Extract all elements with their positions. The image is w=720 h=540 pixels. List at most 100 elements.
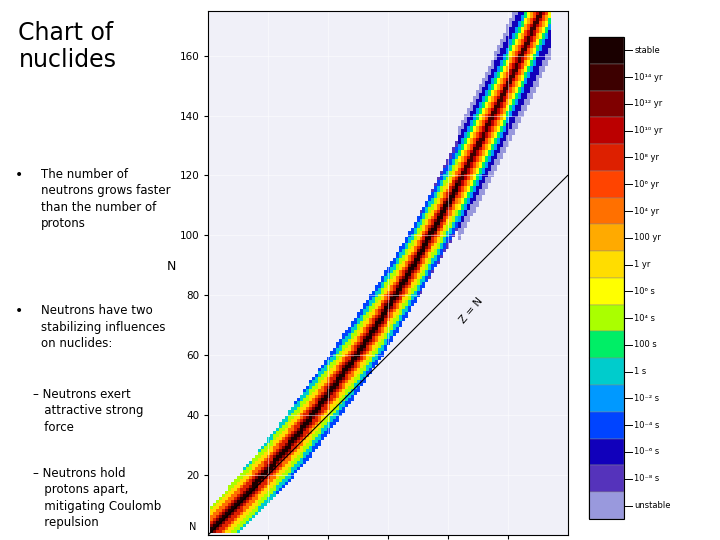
Bar <box>539 51 542 54</box>
Bar <box>300 431 303 434</box>
Bar <box>464 204 467 207</box>
Bar <box>485 141 488 144</box>
Bar <box>258 470 261 473</box>
Bar <box>416 261 420 264</box>
Bar <box>243 476 246 479</box>
Bar <box>369 350 372 354</box>
Bar <box>390 282 392 285</box>
Bar <box>530 54 534 57</box>
Bar <box>539 42 542 45</box>
Bar <box>267 467 270 470</box>
Bar <box>518 114 521 117</box>
Bar <box>509 60 513 63</box>
Bar <box>219 509 222 512</box>
Bar <box>348 387 351 389</box>
Bar <box>399 318 402 321</box>
Bar <box>449 174 452 177</box>
Bar <box>330 426 333 428</box>
Bar <box>336 401 338 404</box>
Bar <box>351 374 354 377</box>
Bar <box>246 512 249 515</box>
Bar <box>264 497 267 500</box>
Bar <box>318 372 320 374</box>
Bar <box>488 132 491 135</box>
Bar <box>495 147 498 150</box>
Bar <box>524 33 527 36</box>
Bar <box>485 135 488 138</box>
Bar <box>318 428 320 431</box>
Bar <box>288 446 291 449</box>
Bar <box>518 99 521 102</box>
Bar <box>462 195 464 198</box>
Bar <box>470 111 473 114</box>
Bar <box>408 309 410 312</box>
Bar <box>240 494 243 497</box>
Bar <box>288 428 291 431</box>
Bar <box>473 150 477 153</box>
Bar <box>327 374 330 377</box>
Bar <box>434 195 438 198</box>
Bar <box>480 141 482 144</box>
Bar <box>423 282 426 285</box>
Bar <box>270 473 273 476</box>
Bar <box>473 207 477 210</box>
Bar <box>381 306 384 309</box>
Bar <box>516 78 518 81</box>
Bar <box>542 45 545 48</box>
Bar <box>524 12 527 15</box>
Bar <box>267 455 270 458</box>
Bar <box>330 387 333 389</box>
Bar <box>470 114 473 117</box>
Bar <box>420 252 423 255</box>
Bar <box>338 350 342 354</box>
Bar <box>498 120 500 123</box>
Bar <box>381 348 384 350</box>
Bar <box>261 482 264 485</box>
Bar <box>405 296 408 300</box>
Bar <box>498 69 500 72</box>
Bar <box>288 473 291 476</box>
Bar <box>255 461 258 464</box>
Bar <box>327 389 330 393</box>
Bar <box>431 192 434 195</box>
Bar <box>342 389 345 393</box>
Bar <box>459 177 462 180</box>
Bar <box>270 494 273 497</box>
Bar <box>342 339 345 341</box>
Bar <box>252 512 255 515</box>
Bar <box>237 488 240 491</box>
Bar <box>456 186 459 189</box>
Bar <box>459 207 462 210</box>
Bar <box>467 210 470 213</box>
Bar <box>462 171 464 174</box>
Bar <box>459 192 462 195</box>
Bar <box>338 381 342 383</box>
Bar <box>516 54 518 57</box>
Bar <box>377 335 381 339</box>
Bar <box>330 422 333 426</box>
Bar <box>482 81 485 84</box>
Bar <box>330 374 333 377</box>
Bar <box>462 231 464 234</box>
Bar <box>402 291 405 294</box>
Bar <box>225 491 228 494</box>
Bar <box>243 488 246 491</box>
Bar <box>261 500 264 503</box>
Bar <box>521 27 524 30</box>
Bar <box>243 524 246 527</box>
Bar <box>464 162 467 165</box>
Bar <box>392 258 395 261</box>
Bar <box>228 497 231 500</box>
Bar <box>545 30 548 33</box>
Bar <box>288 443 291 446</box>
Bar <box>509 39 513 42</box>
Bar <box>446 177 449 180</box>
Bar <box>462 204 464 207</box>
Bar <box>462 189 464 192</box>
Bar <box>449 216 452 219</box>
Bar <box>513 18 516 21</box>
Bar <box>330 372 333 374</box>
Bar <box>527 78 530 81</box>
Bar <box>246 491 249 494</box>
Bar <box>434 201 438 204</box>
